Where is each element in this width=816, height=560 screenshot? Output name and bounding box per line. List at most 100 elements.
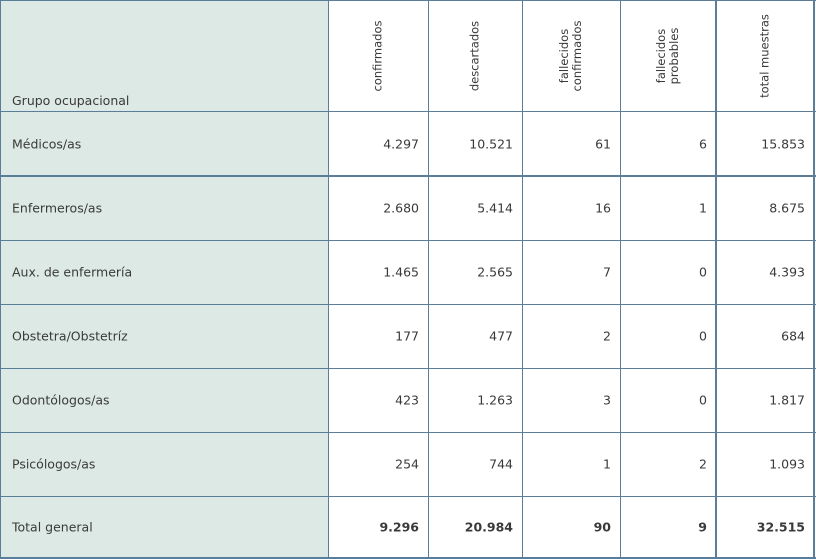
total-descartados-cell: 20.984	[428, 496, 522, 558]
cell-value: 9.296	[379, 519, 419, 535]
column-header-total-muestras: total muestras	[716, 0, 814, 111]
cell-value: 0	[699, 328, 707, 344]
total-muestras-cell: 15.853	[716, 111, 814, 176]
horizontal-rule	[0, 368, 816, 369]
vertical-rule	[328, 0, 329, 558]
fallecidos-probables-cell: 1	[620, 176, 716, 240]
cell-value: 423	[395, 392, 419, 408]
cell-value: 0	[699, 392, 707, 408]
cell-value: 1.263	[477, 392, 513, 408]
fallecidos-probables-cell: 0	[620, 368, 716, 432]
cell-value: 61	[595, 136, 611, 151]
vertical-rule	[0, 0, 1, 558]
row-label-cell: Médicos/as	[0, 111, 328, 176]
vertical-rule	[620, 0, 621, 558]
fallecidos-confirmados-cell: 16	[522, 176, 620, 240]
header-group-cell: Grupo ocupacional	[0, 0, 328, 111]
confirmados-cell: 177	[328, 304, 428, 368]
cell-value: 1	[699, 200, 707, 216]
horizontal-rule	[0, 432, 816, 433]
confirmados-cell: 423	[328, 368, 428, 432]
cell-value: 90	[593, 519, 611, 535]
cell-value: 477	[489, 328, 513, 344]
horizontal-rule	[0, 0, 816, 1]
cell-value: 32.515	[756, 519, 805, 535]
total-total-muestras-cell: 32.515	[716, 496, 814, 558]
horizontal-rule	[0, 496, 816, 497]
fallecidos-confirmados-cell: 3	[522, 368, 620, 432]
column-header-fallecidos-probables: fallecidos probables	[620, 0, 716, 111]
row-label-cell: Obstetra/Obstetríz	[0, 304, 328, 368]
horizontal-rule	[0, 175, 816, 177]
total-muestras-cell: 1.093	[716, 432, 814, 496]
total-row-label-cell: Total general	[0, 496, 328, 558]
cell-value: 254	[395, 456, 419, 472]
cell-value: 20.984	[464, 519, 513, 535]
total-muestras-cell: 1.817	[716, 368, 814, 432]
vertical-rule	[522, 0, 523, 558]
confirmados-cell: 254	[328, 432, 428, 496]
cell-value: 1	[603, 456, 611, 472]
cell-value: 1.465	[383, 264, 419, 280]
vertical-rule	[428, 0, 429, 558]
total-row-label: Total general	[12, 519, 93, 535]
fallecidos-probables-cell: 0	[620, 304, 716, 368]
cell-value: 0	[699, 264, 707, 280]
vertical-rule	[715, 0, 717, 558]
row-label: Aux. de enfermería	[12, 264, 133, 280]
confirmados-cell: 2.680	[328, 176, 428, 240]
total-confirmados-cell: 9.296	[328, 496, 428, 558]
horizontal-rule	[0, 240, 816, 241]
cell-value: 16	[595, 200, 611, 216]
column-header-label: fallecidos probables	[654, 27, 681, 84]
row-label-cell: Aux. de enfermería	[0, 240, 328, 304]
horizontal-rule	[0, 304, 816, 305]
column-header-descartados: descartados	[428, 0, 522, 111]
total-fallecidos-confirmados-cell: 90	[522, 496, 620, 558]
row-label-cell: Odontólogos/as	[0, 368, 328, 432]
fallecidos-probables-cell: 6	[620, 111, 716, 176]
cell-value: 5.414	[477, 200, 513, 216]
cell-value: 1.093	[769, 456, 805, 472]
cell-value: 4.297	[383, 136, 419, 151]
descartados-cell: 5.414	[428, 176, 522, 240]
cell-value: 3	[603, 392, 611, 408]
vertical-rule	[813, 0, 815, 558]
descartados-cell: 477	[428, 304, 522, 368]
fallecidos-confirmados-cell: 61	[522, 111, 620, 176]
row-label: Psicólogos/as	[12, 456, 96, 472]
total-muestras-cell: 8.675	[716, 176, 814, 240]
cell-value: 2.680	[383, 200, 419, 216]
horizontal-rule	[0, 557, 816, 559]
cell-value: 744	[489, 456, 513, 472]
descartados-cell: 744	[428, 432, 522, 496]
header-group-label: Grupo ocupacional	[12, 93, 130, 108]
column-header-label: total muestras	[757, 13, 772, 98]
fallecidos-confirmados-cell: 1	[522, 432, 620, 496]
total-muestras-cell: 4.393	[716, 240, 814, 304]
cell-value: 15.853	[761, 136, 805, 151]
descartados-cell: 1.263	[428, 368, 522, 432]
cell-value: 684	[781, 328, 805, 344]
column-header-label: descartados	[467, 20, 482, 91]
row-label-cell: Psicólogos/as	[0, 432, 328, 496]
total-muestras-cell: 684	[716, 304, 814, 368]
fallecidos-probables-cell: 2	[620, 432, 716, 496]
cell-value: 4.393	[769, 264, 805, 280]
cell-value: 10.521	[469, 136, 513, 151]
column-header-label: confirmados	[370, 20, 385, 91]
column-header-label: fallecidos confirmados	[557, 20, 584, 91]
row-label: Enfermeros/as	[12, 200, 103, 216]
cell-value: 2.565	[477, 264, 513, 280]
cell-value: 8.675	[769, 200, 805, 216]
row-label: Odontólogos/as	[12, 392, 110, 408]
confirmados-cell: 4.297	[328, 111, 428, 176]
cell-value: 9	[698, 519, 707, 535]
descartados-cell: 10.521	[428, 111, 522, 176]
total-fallecidos-probables-cell: 9	[620, 496, 716, 558]
cell-value: 1.817	[769, 392, 805, 408]
horizontal-rule	[0, 111, 816, 112]
confirmados-cell: 1.465	[328, 240, 428, 304]
column-header-confirmados: confirmados	[328, 0, 428, 111]
